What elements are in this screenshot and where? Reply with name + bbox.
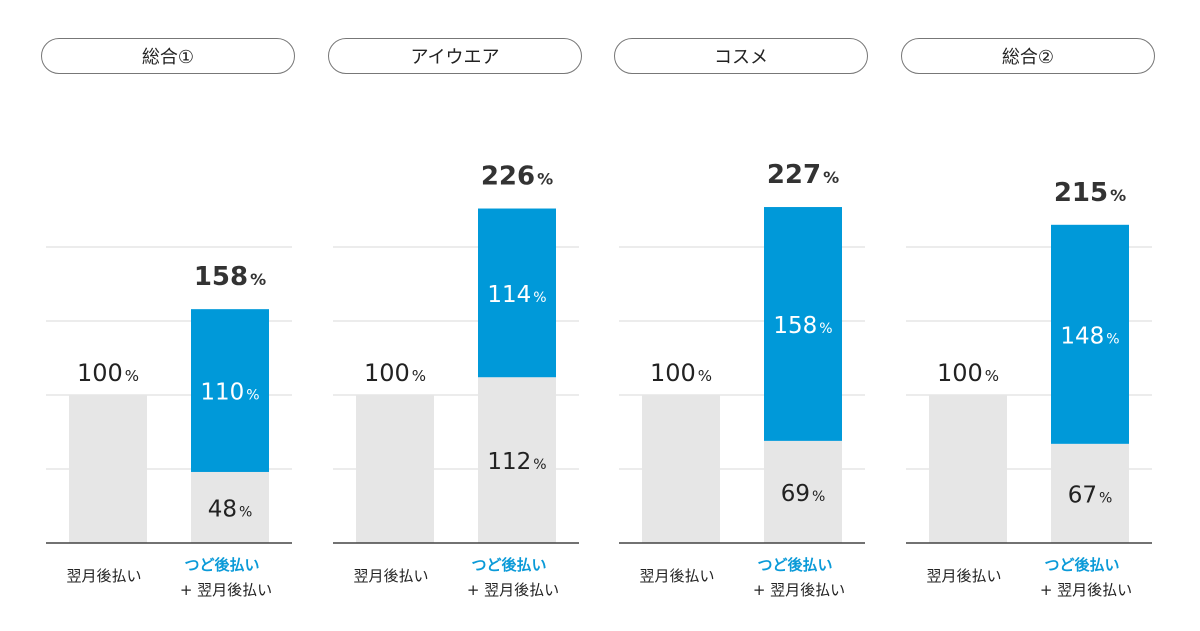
x-tick-label-1: 翌月後払い <box>926 567 1001 585</box>
bar-tsudo-2 <box>191 309 269 472</box>
bar-base-1 <box>356 395 434 543</box>
data-label-base: 112% <box>487 449 546 475</box>
chart-panel-1: 総合① 100% 48% 110% 158% 翌月後払い つど後払い + 翌月後払い <box>41 0 327 631</box>
data-label-tsudo: 158% <box>773 313 832 339</box>
x-tick-label-2b: + 翌月後払い <box>753 581 845 599</box>
data-label-total: 158% <box>194 262 266 292</box>
chart-panel-2: アイウエア 100% 112% 114% 226% 翌月後払い つど後払い + 翌月後払い <box>328 0 614 631</box>
panel-title: コスメ <box>614 38 868 74</box>
data-label-base: 48% <box>208 496 253 522</box>
bar-base-2 <box>764 440 842 543</box>
bar-chart: 100 % 67 % 148 % 215 % 翌月後払い つど後払い + 翌月後払い <box>906 178 1152 599</box>
x-tick-label-2b: + 翌月後払い <box>467 581 559 599</box>
data-label-total: 226% <box>481 162 553 192</box>
x-tick-label-2b: + 翌月後払い <box>180 581 272 599</box>
bar-chart: 100 % 48 % 110 % 158 % 翌月後払い つど後払い + 翌月後払い <box>46 246 292 599</box>
chart-panel-3: コスメ 100% 69% 158% 227% 翌月後払い つど後払い + 翌月後払い <box>614 0 900 631</box>
x-tick-label-1: 翌月後払い <box>66 567 141 585</box>
data-label-bar1: 100% <box>650 359 712 387</box>
x-tick-label-2a: つど後払い <box>471 556 546 574</box>
bar-chart: 100 % 69 % 158 % 227 % 翌月後払い つど後払い + 翌月後払い <box>619 160 865 599</box>
bar-base-2 <box>478 377 556 543</box>
bar-tsudo-2 <box>764 207 842 441</box>
data-label-total: 215% <box>1054 178 1126 208</box>
data-label-total: 227% <box>767 160 839 190</box>
data-label-tsudo: 110% <box>200 380 259 406</box>
data-label-base: 69% <box>781 481 826 507</box>
x-tick-label-2b: + 翌月後払い <box>1040 581 1132 599</box>
data-label-tsudo: 148% <box>1060 323 1119 349</box>
x-tick-label-2a: つど後払い <box>757 556 832 574</box>
x-tick-label-1: 翌月後払い <box>353 567 428 585</box>
data-label-bar1: 100% <box>937 359 999 387</box>
bar-base-1 <box>69 395 147 543</box>
bar-base-2 <box>191 471 269 543</box>
x-tick-label-1: 翌月後払い <box>639 567 714 585</box>
data-label-tsudo: 114% <box>487 282 546 308</box>
bar-tsudo-2 <box>1051 224 1129 444</box>
panel-title: 総合② <box>901 38 1155 74</box>
panel-title: アイウエア <box>328 38 582 74</box>
data-label-bar1: 100% <box>364 359 426 387</box>
bar-tsudo-2 <box>478 208 556 378</box>
x-tick-label-2a: つど後払い <box>1044 556 1119 574</box>
panel-title: 総合① <box>41 38 295 74</box>
data-label-bar1: 100% <box>77 359 139 387</box>
bar-base-2 <box>1051 443 1129 543</box>
bar-base-1 <box>642 395 720 543</box>
bar-chart: 100 % 112 % 114 % 226 % 翌月後払い つど後払い + 翌月後払い <box>333 162 579 599</box>
chart-panel-4: 総合② 100% 67% 148% 215% 翌月後払い つど後払い + 翌月後払い <box>901 0 1187 631</box>
data-label-base: 67% <box>1068 482 1113 508</box>
bar-base-1 <box>929 395 1007 543</box>
x-tick-label-2a: つど後払い <box>184 556 259 574</box>
